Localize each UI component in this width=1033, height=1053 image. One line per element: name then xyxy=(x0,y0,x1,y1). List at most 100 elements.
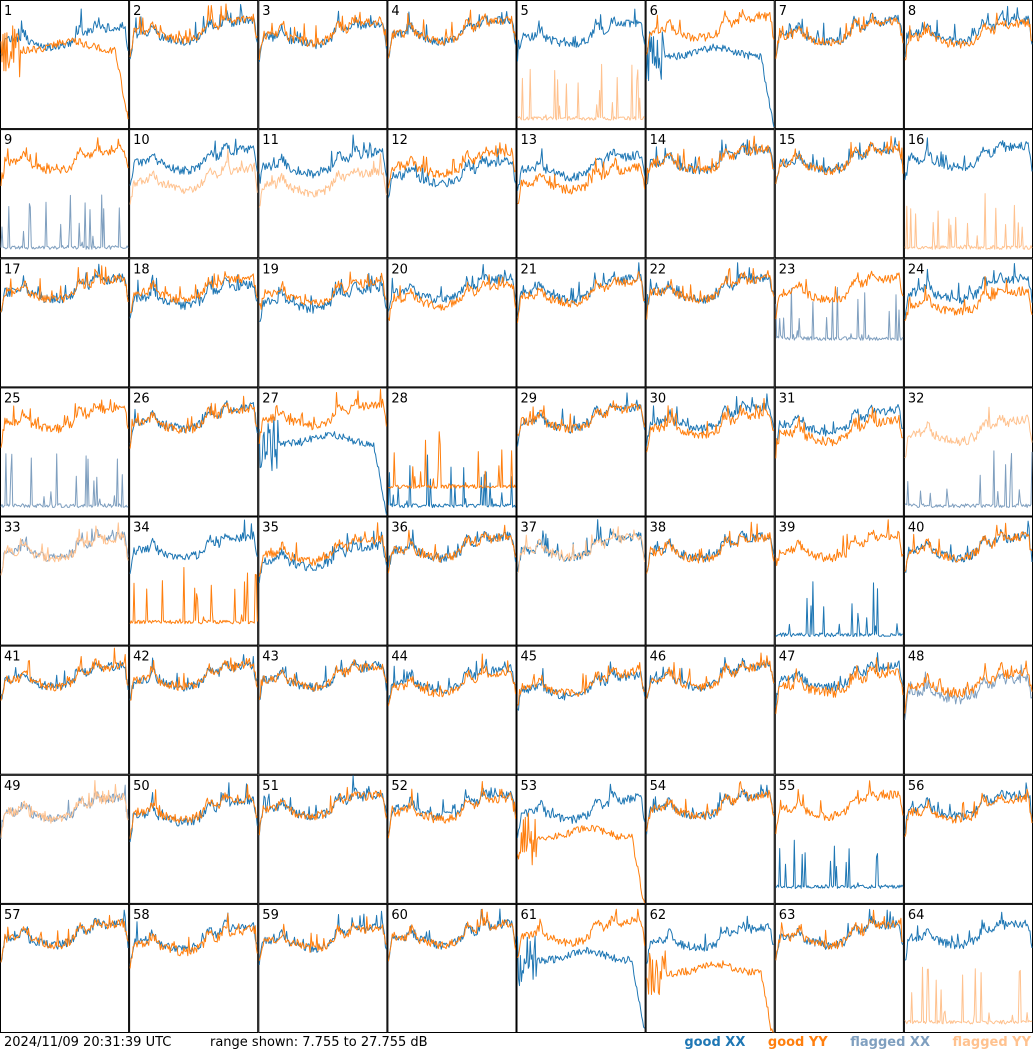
panel-number: 1 xyxy=(4,4,12,19)
trace-yy-good xyxy=(904,788,1033,837)
trace-xx-good xyxy=(258,530,387,584)
panel-number: 42 xyxy=(133,650,150,665)
panel-number: 63 xyxy=(779,908,796,923)
panel-frame xyxy=(0,516,130,646)
panel-frame xyxy=(645,645,775,775)
panel-number: 59 xyxy=(262,908,279,923)
panel-13: 13 xyxy=(516,129,646,259)
legend-good-yy: good YY xyxy=(767,1035,828,1050)
trace-yy-good xyxy=(387,274,516,321)
panel-number: 15 xyxy=(779,133,796,148)
trace-yy-good xyxy=(258,659,387,701)
panel-number: 43 xyxy=(262,650,279,665)
panel-frame xyxy=(387,129,517,259)
trace-yy-good xyxy=(129,567,258,625)
panel-number: 9 xyxy=(4,133,12,148)
trace-yy-good xyxy=(517,157,646,205)
trace-yy-good xyxy=(387,9,516,59)
panel-62: 62 xyxy=(645,903,775,1033)
panel-frame xyxy=(774,645,904,775)
trace-yy-good xyxy=(517,812,646,904)
panel-30: 30 xyxy=(645,387,775,517)
trace-yy-good xyxy=(130,657,258,701)
panel-9: 9 xyxy=(0,129,130,259)
trace-yy-good xyxy=(517,908,646,959)
trace-xx-good xyxy=(258,416,387,515)
panel-34: 34 xyxy=(129,516,259,646)
panel-frame xyxy=(258,129,388,259)
trace-yy-flagged xyxy=(517,526,646,574)
panel-number: 28 xyxy=(391,391,408,406)
trace-xx-good xyxy=(517,148,646,191)
panel-18: 18 xyxy=(129,258,259,388)
panel-frame xyxy=(387,903,517,1033)
panel-number: 50 xyxy=(133,779,150,794)
footer: 2024/11/09 20:31:39 UTC range shown: 7.7… xyxy=(0,1033,1033,1053)
panel-48: 48 xyxy=(903,645,1033,775)
trace-xx-good xyxy=(904,5,1033,58)
panel-49: 49 xyxy=(0,774,130,904)
panel-56: 56 xyxy=(903,774,1033,904)
panel-54: 54 xyxy=(645,774,775,904)
panel-frame xyxy=(516,0,646,130)
trace-xx-good xyxy=(517,262,646,319)
panel-frame xyxy=(774,0,904,130)
range-label: range shown: 7.755 to 27.755 dB xyxy=(210,1035,428,1050)
panel-frame xyxy=(774,129,904,259)
panel-number: 13 xyxy=(521,133,538,148)
trace-yy-good xyxy=(0,647,129,701)
panel-21: 21 xyxy=(516,258,646,388)
panel-frame xyxy=(258,516,388,646)
trace-yy-good xyxy=(129,912,258,969)
trace-yy-good xyxy=(0,137,129,186)
panel-number: 41 xyxy=(4,650,21,665)
trace-xx-good xyxy=(904,520,1033,573)
trace-yy-good xyxy=(646,521,775,574)
trace-xx-good xyxy=(775,839,904,889)
trace-yy-good xyxy=(775,135,904,184)
panel-number: 11 xyxy=(262,133,279,148)
trace-xx-flagged xyxy=(775,287,904,341)
panel-number: 18 xyxy=(133,262,150,277)
trace-xx-good xyxy=(129,912,258,966)
panel-1: 1 xyxy=(0,0,130,130)
panel-26: 26 xyxy=(129,387,259,517)
panel-frame xyxy=(903,645,1033,775)
panel-40: 40 xyxy=(903,516,1033,646)
trace-yy-good xyxy=(387,781,516,839)
trace-yy-good xyxy=(0,914,129,963)
panel-27: 27 xyxy=(258,387,388,517)
trace-yy-good xyxy=(775,270,904,320)
panel-5: 5 xyxy=(516,0,646,130)
panel-number: 36 xyxy=(391,521,408,536)
trace-yy-good xyxy=(775,909,904,961)
trace-xx-good xyxy=(904,782,1033,834)
panel-number: 3 xyxy=(262,4,270,19)
panel-15: 15 xyxy=(774,129,904,259)
panel-frame xyxy=(516,903,646,1033)
panel-number: 55 xyxy=(779,779,796,794)
trace-yy-good xyxy=(387,908,516,962)
panel-number: 44 xyxy=(391,650,408,665)
panel-number: 40 xyxy=(908,521,925,536)
panel-number: 29 xyxy=(521,391,538,406)
trace-yy-good xyxy=(775,13,904,59)
panel-10: 10 xyxy=(129,129,259,259)
trace-yy-good xyxy=(904,522,1033,572)
trace-xx-good xyxy=(517,935,645,1029)
panel-frame xyxy=(516,129,646,259)
trace-yy-good xyxy=(904,12,1033,61)
panel-number: 49 xyxy=(4,779,21,794)
trace-yy-good xyxy=(0,399,129,448)
panel-number: 22 xyxy=(650,262,667,277)
panel-8: 8 xyxy=(903,0,1033,130)
panel-41: 41 xyxy=(0,645,130,775)
trace-xx-good xyxy=(129,519,258,574)
trace-xx-flagged xyxy=(904,664,1033,720)
panel-31: 31 xyxy=(774,387,904,517)
panel-frame xyxy=(129,258,259,388)
trace-xx-good xyxy=(904,263,1033,319)
trace-yy-good xyxy=(0,25,129,120)
trace-yy-flagged xyxy=(904,406,1033,459)
panel-35: 35 xyxy=(258,516,388,646)
